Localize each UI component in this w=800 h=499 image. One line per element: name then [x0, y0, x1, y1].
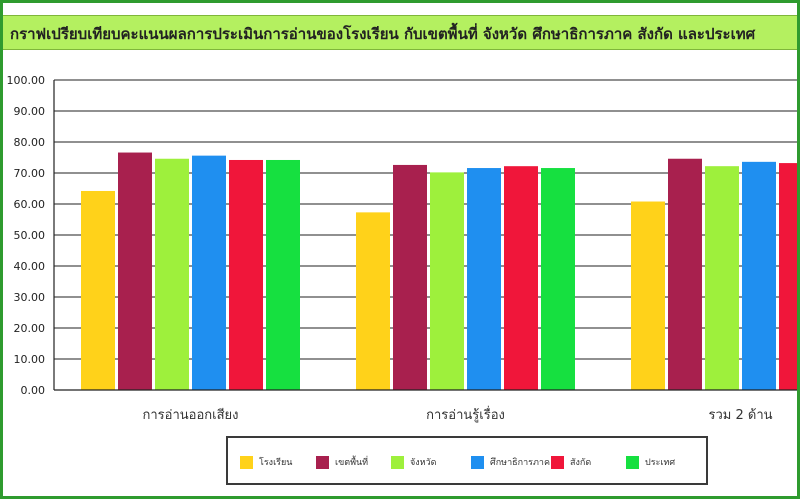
y-tick-label: 50.00 — [14, 229, 46, 242]
x-category-label: รวม 2 ด้าน — [708, 408, 772, 423]
x-category-label: การอ่านออกเสียง — [143, 407, 239, 423]
bar — [155, 158, 189, 390]
bar — [504, 166, 538, 390]
legend-swatch — [240, 455, 253, 469]
bar — [668, 158, 702, 390]
legend-label: จังหวัด — [410, 458, 437, 468]
y-tick-label: 10.00 — [14, 353, 46, 366]
legend-item: สังกัด — [551, 455, 591, 469]
x-category-label: การอ่านรู้เรื่อง — [426, 406, 505, 423]
legend-item: ศึกษาธิการภาค — [471, 455, 550, 469]
chart-title: กราฟเปรียบเทียบคะแนนผลการประเมินการอ่านข… — [10, 25, 756, 43]
legend-swatch — [471, 455, 484, 469]
legend-swatch — [391, 455, 404, 469]
bar — [118, 152, 152, 390]
y-tick-label: 60.00 — [14, 198, 46, 211]
legend-swatch — [316, 455, 329, 469]
bar — [541, 168, 575, 390]
chart-plot: 0.00 10.00 20.00 30.00 40.00 50.00 60.00 70.00 8… — [7, 74, 797, 423]
bar — [229, 159, 263, 390]
bar — [467, 168, 501, 390]
legend-item: ประเทศ — [626, 455, 675, 469]
y-tick-label: 100.00 — [7, 74, 46, 87]
bar — [356, 212, 390, 390]
bar — [81, 190, 115, 390]
bar — [393, 164, 427, 390]
bar — [631, 201, 665, 390]
legend-item: จังหวัด — [391, 455, 437, 469]
legend-swatch — [626, 455, 639, 469]
legend: โรงเรียน เขตพื้นที่ จังหวัด ศึกษาธิการภาค สั… — [226, 436, 708, 485]
y-tick-label: 20.00 — [14, 322, 46, 335]
y-tick-label: 30.00 — [14, 291, 46, 304]
bar — [430, 172, 464, 390]
legend-item: เขตพื้นที่ — [316, 455, 368, 469]
y-tick-label: 90.00 — [14, 105, 46, 118]
bar — [779, 163, 797, 390]
y-tick-label: 80.00 — [14, 136, 46, 149]
legend-label: เขตพื้นที่ — [335, 458, 369, 468]
y-tick-label: 40.00 — [14, 260, 46, 273]
legend-label: ประเทศ — [645, 458, 676, 468]
bar — [705, 166, 739, 390]
legend-label: โรงเรียน — [259, 458, 293, 468]
legend-swatch — [551, 455, 564, 469]
legend-label: สังกัด — [570, 458, 592, 468]
title-bar: กราฟเปรียบเทียบคะแนนผลการประเมินการอ่านข… — [3, 15, 797, 50]
legend-label: ศึกษาธิการภาค — [490, 458, 550, 468]
bar — [266, 159, 300, 390]
bar — [192, 155, 226, 390]
bar — [742, 161, 776, 390]
y-tick-label: 70.00 — [14, 167, 46, 180]
y-tick-label: 0.00 — [21, 384, 46, 397]
legend-item: โรงเรียน — [240, 455, 292, 469]
